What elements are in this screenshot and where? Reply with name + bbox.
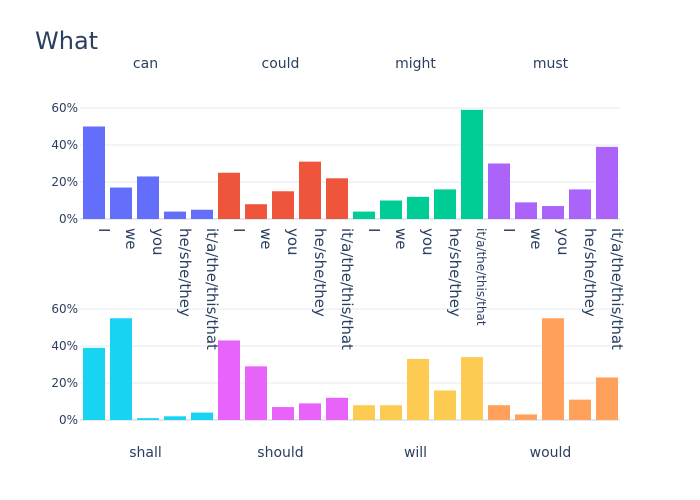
facet-label: should xyxy=(257,445,303,461)
x-tick-label: we xyxy=(257,228,275,250)
x-tick-label: I xyxy=(365,228,383,232)
x-tick-label: we xyxy=(122,228,140,250)
x-tick-label: it/a/the/this/that xyxy=(608,228,626,350)
bar xyxy=(596,377,618,420)
bar xyxy=(596,146,618,219)
bar xyxy=(272,407,294,420)
bar xyxy=(380,200,402,219)
bar xyxy=(299,403,321,420)
x-tick-label: it/a/the/this/that xyxy=(203,228,221,350)
bar xyxy=(569,399,591,420)
facet-label: could xyxy=(262,56,300,72)
bar xyxy=(110,187,132,219)
bar xyxy=(245,366,267,420)
facet-label: must xyxy=(533,56,569,72)
bar xyxy=(488,163,510,219)
bar xyxy=(245,204,267,219)
bar xyxy=(137,176,159,219)
bar xyxy=(83,347,105,420)
x-tick-label: he/she/they xyxy=(446,228,464,317)
y-tick-label: 60% xyxy=(51,302,78,316)
x-tick-label: it/a/the/this/that xyxy=(474,228,488,326)
bar xyxy=(461,109,483,219)
bar xyxy=(515,414,537,420)
x-tick-label: he/she/they xyxy=(176,228,194,317)
y-tick-label: 40% xyxy=(51,339,78,353)
x-tick-label: you xyxy=(419,228,437,256)
bar xyxy=(542,206,564,219)
facet-label: might xyxy=(395,56,436,72)
bar xyxy=(488,405,510,420)
x-tick-label: he/she/they xyxy=(581,228,599,317)
bar xyxy=(461,357,483,420)
bar xyxy=(407,358,429,420)
x-tick-label: we xyxy=(527,228,545,250)
y-tick-label: 0% xyxy=(59,413,78,427)
bar xyxy=(380,405,402,420)
bar xyxy=(191,412,213,420)
bar xyxy=(137,418,159,420)
bar xyxy=(569,189,591,219)
facet-label: can xyxy=(133,56,158,72)
bar xyxy=(218,340,240,420)
x-tick-label: you xyxy=(554,228,572,256)
bar xyxy=(542,318,564,420)
bar xyxy=(407,196,429,219)
y-tick-label: 20% xyxy=(51,175,78,189)
y-tick-label: 40% xyxy=(51,138,78,152)
bar xyxy=(164,211,186,219)
bar xyxy=(353,405,375,420)
x-tick-label: I xyxy=(230,228,248,232)
x-tick-label: he/she/they xyxy=(311,228,329,317)
bar xyxy=(218,172,240,219)
x-tick-label: you xyxy=(149,228,167,256)
bar xyxy=(164,416,186,420)
bar xyxy=(191,209,213,219)
bar xyxy=(83,126,105,219)
y-tick-label: 20% xyxy=(51,376,78,390)
y-tick-label: 0% xyxy=(59,212,78,226)
bar xyxy=(515,202,537,219)
x-tick-label: we xyxy=(392,228,410,250)
bar xyxy=(353,211,375,219)
bar xyxy=(434,189,456,219)
bar xyxy=(299,161,321,219)
facet-label: will xyxy=(404,445,427,461)
bar xyxy=(326,178,348,219)
facet-label: shall xyxy=(129,445,162,461)
x-tick-label: I xyxy=(500,228,518,232)
bar xyxy=(110,318,132,420)
bar xyxy=(272,191,294,219)
x-tick-label: you xyxy=(284,228,302,256)
bar xyxy=(434,390,456,420)
x-tick-label: it/a/the/this/that xyxy=(338,228,356,350)
chart-title: What xyxy=(35,27,98,55)
y-tick-label: 60% xyxy=(51,101,78,115)
bar xyxy=(326,397,348,420)
facet-label: would xyxy=(530,445,572,461)
x-tick-label: I xyxy=(95,228,113,232)
